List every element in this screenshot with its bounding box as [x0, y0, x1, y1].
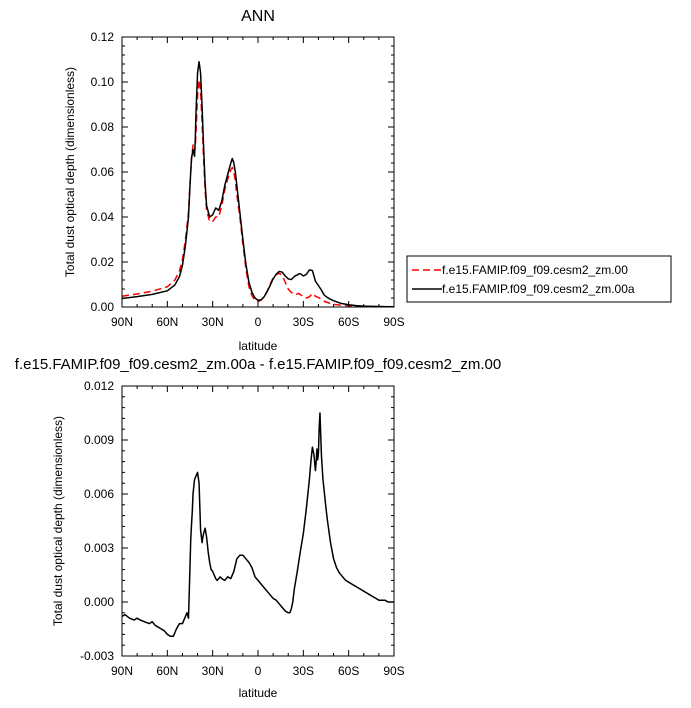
- y-tick-label: -0.003: [80, 649, 114, 663]
- y-tick-label: 0.10: [91, 75, 115, 89]
- y-tick-label: 0.12: [91, 30, 115, 44]
- legend-label-2: f.e15.FAMIP.f09_f09.cesm2_zm.00a: [442, 282, 635, 296]
- y-tick-label: 0.000: [84, 595, 114, 609]
- x-tick-label: 60N: [156, 315, 178, 329]
- x-tick-label: 90N: [111, 315, 133, 329]
- y-tick-label: 0.02: [91, 255, 115, 269]
- y-tick-label: 0.003: [84, 541, 114, 555]
- x-tick-label: 30S: [293, 315, 314, 329]
- x-tick-label: 0: [255, 315, 262, 329]
- y-axis-label: Total dust optical depth (dimensionless): [63, 67, 77, 277]
- legend: f.e15.FAMIP.f09_f09.cesm2_zm.00 f.e15.FAM…: [406, 255, 672, 303]
- series-line-2: [121, 61, 395, 308]
- x-tick-label: 30N: [202, 315, 224, 329]
- plot-frame: [121, 36, 395, 308]
- x-tick-label: 0: [255, 664, 262, 678]
- series-line-1: [121, 79, 395, 308]
- x-tick-label: 60S: [338, 664, 359, 678]
- legend-box: [406, 255, 672, 303]
- y-tick-label: 0.08: [91, 120, 115, 134]
- series-line-1: [121, 412, 394, 637]
- chart-title: f.e15.FAMIP.f09_f09.cesm2_zm.00a - f.e15…: [15, 356, 501, 373]
- chart-panel-1: ANN 90N 60N 30N 0 30S 60S 90S 0.00 0.02 0.04 0.06 0.…: [63, 8, 672, 353]
- y-tick-label: 0.06: [91, 165, 115, 179]
- y-tick-label: 0.00: [91, 300, 115, 314]
- legend-label-1: f.e15.FAMIP.f09_f09.cesm2_zm.00: [442, 263, 628, 277]
- x-tick-label: 60N: [156, 664, 178, 678]
- x-tick-label: 60S: [338, 315, 359, 329]
- y-tick-label: 0.012: [84, 379, 114, 393]
- x-tick-label: 90S: [383, 664, 404, 678]
- y-tick-label: 0.009: [84, 433, 114, 447]
- x-tick-label: 90N: [111, 664, 133, 678]
- chart-title: ANN: [241, 8, 275, 25]
- x-tick-label: 30S: [293, 664, 314, 678]
- x-axis-label: latitude: [239, 339, 278, 353]
- chart-panel-2: f.e15.FAMIP.f09_f09.cesm2_zm.00a - f.e15…: [15, 356, 501, 700]
- y-tick-label: 0.006: [84, 487, 114, 501]
- y-axis-label: Total dust optical depth (dimensionless): [51, 416, 65, 626]
- x-axis-label: latitude: [239, 686, 278, 700]
- x-tick-label: 30N: [202, 664, 224, 678]
- plot-frame: [121, 385, 395, 657]
- y-tick-label: 0.04: [91, 210, 115, 224]
- x-tick-label: 90S: [383, 315, 404, 329]
